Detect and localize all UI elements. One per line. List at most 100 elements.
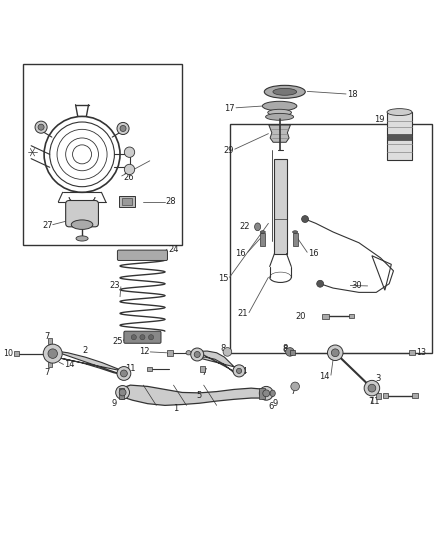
FancyBboxPatch shape <box>200 366 205 372</box>
Text: 16: 16 <box>235 248 246 257</box>
Circle shape <box>124 147 134 157</box>
Text: 12: 12 <box>139 348 149 357</box>
Text: 7: 7 <box>201 368 207 377</box>
FancyBboxPatch shape <box>259 387 265 399</box>
Ellipse shape <box>262 101 297 111</box>
Ellipse shape <box>265 114 293 120</box>
Text: 4: 4 <box>241 367 247 376</box>
Circle shape <box>286 348 294 356</box>
Ellipse shape <box>268 109 291 116</box>
Text: 8: 8 <box>220 344 225 353</box>
Circle shape <box>120 125 126 132</box>
FancyBboxPatch shape <box>147 367 152 371</box>
Circle shape <box>194 351 200 358</box>
Ellipse shape <box>186 351 191 355</box>
FancyBboxPatch shape <box>117 250 167 261</box>
FancyBboxPatch shape <box>260 233 265 246</box>
Text: 21: 21 <box>238 309 248 318</box>
Text: 7: 7 <box>369 397 374 406</box>
FancyBboxPatch shape <box>119 196 134 207</box>
Ellipse shape <box>264 85 305 98</box>
Circle shape <box>131 335 136 340</box>
FancyBboxPatch shape <box>119 387 124 399</box>
Circle shape <box>364 381 380 396</box>
Text: 29: 29 <box>223 146 234 155</box>
Text: 8: 8 <box>283 345 288 354</box>
Text: 5: 5 <box>197 391 202 400</box>
FancyBboxPatch shape <box>14 351 19 356</box>
Text: 11: 11 <box>369 397 379 406</box>
Text: 27: 27 <box>42 221 53 230</box>
Text: 15: 15 <box>218 273 229 282</box>
Circle shape <box>117 367 131 381</box>
FancyBboxPatch shape <box>383 393 389 399</box>
Ellipse shape <box>273 88 297 95</box>
Circle shape <box>263 390 270 397</box>
Bar <box>387 134 412 140</box>
Circle shape <box>148 335 154 340</box>
Ellipse shape <box>260 231 265 233</box>
Circle shape <box>191 348 204 361</box>
Ellipse shape <box>293 231 298 233</box>
FancyBboxPatch shape <box>122 198 132 205</box>
Circle shape <box>124 164 134 175</box>
Text: 28: 28 <box>166 197 177 206</box>
Circle shape <box>317 280 324 287</box>
Text: 23: 23 <box>110 281 120 290</box>
Text: 10: 10 <box>3 349 13 358</box>
FancyBboxPatch shape <box>293 233 298 246</box>
FancyBboxPatch shape <box>413 393 418 399</box>
Ellipse shape <box>387 109 412 116</box>
Circle shape <box>43 344 62 363</box>
FancyBboxPatch shape <box>167 350 173 356</box>
Text: 22: 22 <box>240 222 250 231</box>
Text: 24: 24 <box>168 245 178 254</box>
FancyBboxPatch shape <box>409 350 415 356</box>
Circle shape <box>328 345 343 360</box>
Polygon shape <box>197 351 238 374</box>
Circle shape <box>140 335 145 340</box>
Text: 17: 17 <box>225 104 235 113</box>
Text: 2: 2 <box>82 346 88 355</box>
Circle shape <box>237 368 242 374</box>
Polygon shape <box>53 351 124 375</box>
Text: 9: 9 <box>111 399 117 408</box>
Circle shape <box>291 382 300 391</box>
Polygon shape <box>269 125 290 142</box>
FancyBboxPatch shape <box>290 350 295 356</box>
Circle shape <box>38 124 44 130</box>
FancyBboxPatch shape <box>66 200 99 227</box>
Text: 16: 16 <box>308 248 319 257</box>
Text: 11: 11 <box>125 364 135 373</box>
Circle shape <box>120 370 127 377</box>
Polygon shape <box>122 385 266 406</box>
Circle shape <box>35 121 47 133</box>
Text: 7: 7 <box>44 332 49 341</box>
Text: 6: 6 <box>269 402 274 411</box>
Ellipse shape <box>76 236 88 241</box>
Circle shape <box>119 389 126 396</box>
FancyBboxPatch shape <box>376 393 381 399</box>
Text: 20: 20 <box>296 312 306 321</box>
Text: 14: 14 <box>64 360 75 369</box>
Text: 26: 26 <box>123 173 134 182</box>
Text: 14: 14 <box>320 372 330 381</box>
Text: 8: 8 <box>283 344 288 353</box>
Text: 1: 1 <box>173 405 178 413</box>
Circle shape <box>368 384 376 392</box>
FancyBboxPatch shape <box>124 331 161 343</box>
Text: 7: 7 <box>44 368 49 377</box>
Circle shape <box>116 385 130 399</box>
Text: 18: 18 <box>347 90 358 99</box>
Text: 7: 7 <box>291 387 296 396</box>
Bar <box>230 124 432 353</box>
Circle shape <box>48 349 57 358</box>
Text: 3: 3 <box>375 374 381 383</box>
Circle shape <box>223 348 232 356</box>
Ellipse shape <box>254 223 261 231</box>
FancyBboxPatch shape <box>322 313 329 319</box>
FancyBboxPatch shape <box>48 361 52 367</box>
Bar <box>275 159 286 254</box>
Circle shape <box>259 386 273 400</box>
FancyBboxPatch shape <box>349 314 354 318</box>
